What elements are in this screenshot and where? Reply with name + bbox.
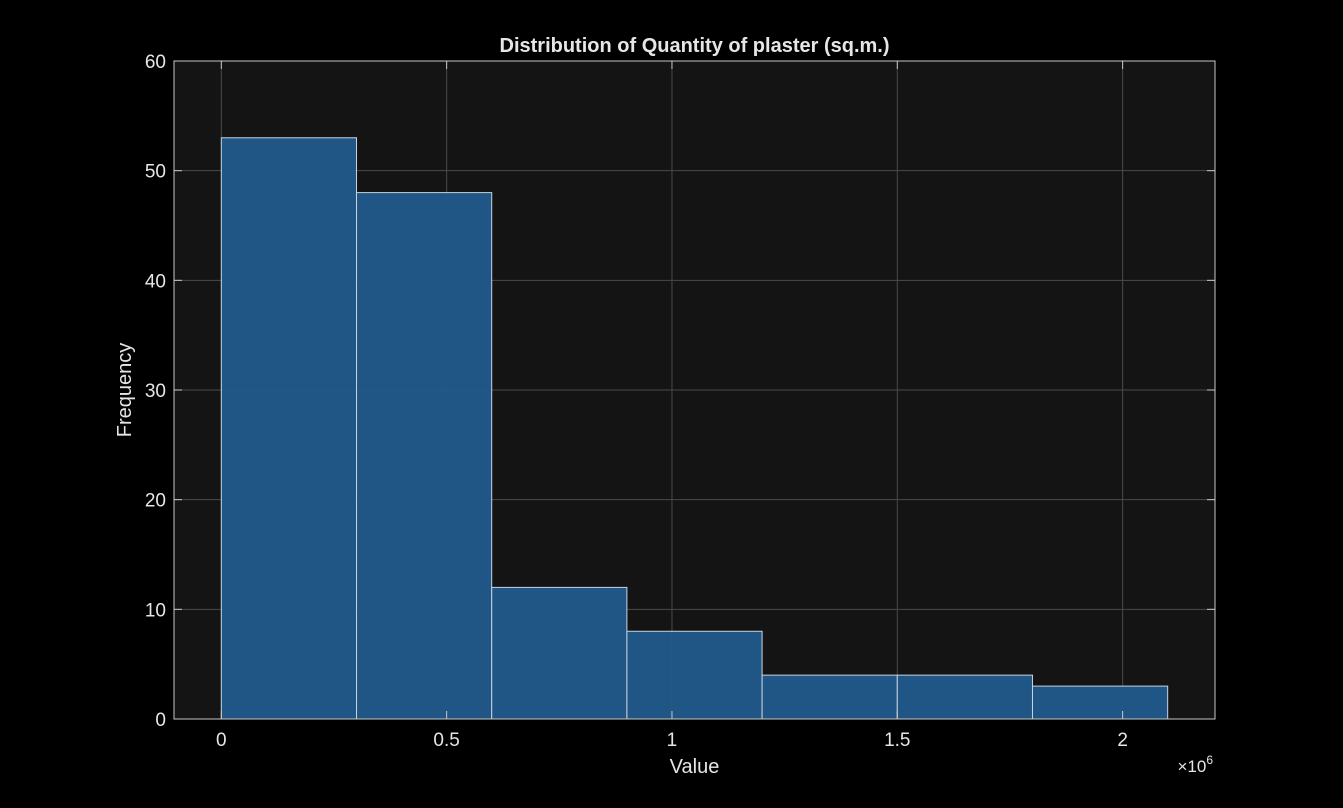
chart-title: Distribution of Quantity of plaster (sq.… [500,35,890,57]
x-axis-multiplier: ×106 [1177,753,1213,776]
x-axis-multiplier-exponent: 6 [1206,753,1213,767]
histogram-bar [491,586,628,720]
y-tick-label: 0 [155,710,166,731]
x-tick-label: 2 [1117,730,1128,751]
x-axis-multiplier-base: ×10 [1177,757,1206,776]
histogram-bar [356,192,493,720]
histogram-bar [896,674,1033,720]
x-axis-label: Value [670,756,720,778]
y-tick-label: 30 [145,381,166,402]
histogram-bars [220,137,1169,720]
axis-ticks [174,60,1215,720]
x-tick-label: 1 [667,730,678,751]
y-tick-label: 20 [145,491,166,512]
y-tick-label: 60 [145,52,166,73]
histogram-bar [220,137,358,720]
y-tick-label: 10 [145,600,166,621]
y-tick-label: 40 [145,271,166,292]
histogram-bar [1031,685,1169,720]
y-axis-label: Frequency [114,343,136,438]
x-tick-label: 1.5 [884,730,910,751]
x-tick-label: 0.5 [433,730,459,751]
x-tick-label: 0 [216,730,227,751]
histogram-bar [626,630,763,720]
histogram-bar [761,674,898,720]
y-tick-label: 50 [145,162,166,183]
